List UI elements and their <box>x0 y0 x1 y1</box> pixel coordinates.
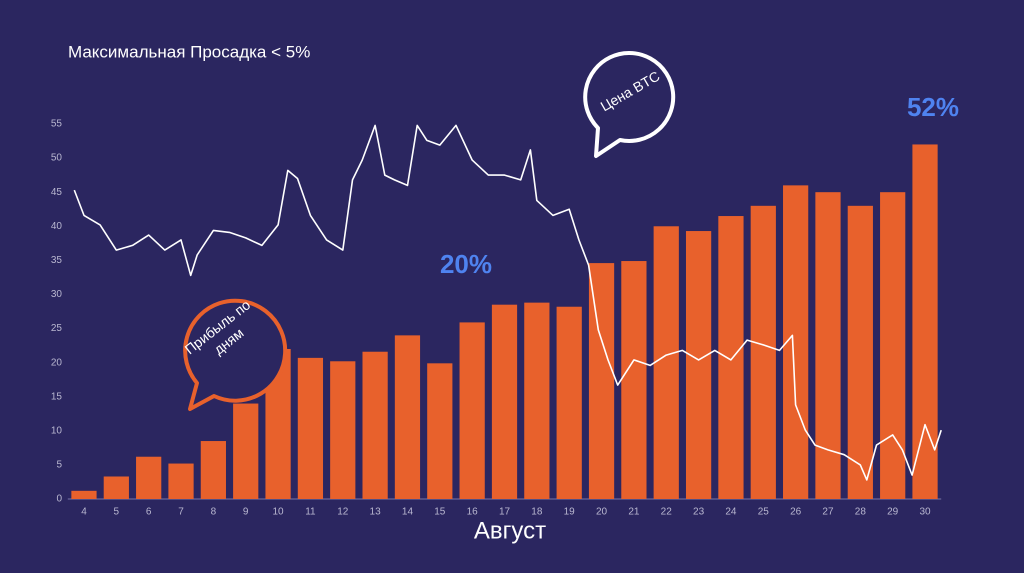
x-tick-label: 14 <box>402 507 414 518</box>
bar <box>394 335 421 499</box>
bar <box>750 205 776 499</box>
y-tick-label: 45 <box>51 187 63 198</box>
y-tick-label: 30 <box>51 289 63 300</box>
bar <box>491 304 518 499</box>
y-tick-label: 20 <box>51 357 63 368</box>
x-tick-label: 4 <box>81 507 87 518</box>
x-tick-label: 16 <box>467 507 479 518</box>
bar <box>880 192 906 499</box>
bar <box>685 231 712 499</box>
bar <box>912 144 938 500</box>
x-tick-label: 21 <box>628 507 640 518</box>
bar <box>168 463 194 499</box>
bar <box>297 357 324 499</box>
x-tick-label: 17 <box>499 507 511 518</box>
x-axis-label: Август <box>474 517 546 544</box>
annotation: 20% <box>440 249 492 279</box>
x-tick-label: 6 <box>146 507 152 518</box>
x-tick-label: 8 <box>211 507 217 518</box>
bar <box>362 351 388 499</box>
bar <box>427 363 453 499</box>
bar <box>847 205 873 499</box>
x-tick-label: 22 <box>661 507 673 518</box>
y-tick-label: 15 <box>51 391 63 402</box>
x-tick-label: 28 <box>855 507 867 518</box>
x-tick-label: 15 <box>434 507 446 518</box>
x-tick-label: 10 <box>273 507 285 518</box>
x-tick-label: 18 <box>531 507 543 518</box>
x-tick-label: 11 <box>305 507 316 518</box>
bar <box>718 216 744 499</box>
bar <box>524 302 550 499</box>
speech-bubble <box>183 298 288 411</box>
chart-title: Максимальная Просадка < 5% <box>68 42 310 61</box>
bar <box>588 263 615 499</box>
x-tick-label: 13 <box>370 507 382 518</box>
price-line <box>73 124 942 481</box>
bar <box>71 490 97 499</box>
x-tick-label: 27 <box>822 507 834 518</box>
x-tick-label: 19 <box>564 507 576 518</box>
x-tick-label: 5 <box>114 507 120 518</box>
x-tick-label: 24 <box>725 507 737 518</box>
bar <box>556 306 582 499</box>
bar <box>136 456 162 499</box>
x-tick-label: 20 <box>596 507 608 518</box>
bar <box>653 226 679 500</box>
annotation: 52% <box>907 92 959 122</box>
x-tick-label: 30 <box>919 507 931 518</box>
x-tick-label: 23 <box>693 507 705 518</box>
x-tick-label: 9 <box>243 507 249 518</box>
bar <box>103 476 129 499</box>
bar <box>233 403 259 499</box>
bar <box>621 261 647 499</box>
bar <box>815 192 841 499</box>
bar <box>459 322 485 499</box>
x-tick-label: 26 <box>790 507 802 518</box>
x-tick-label: 7 <box>178 507 184 518</box>
y-tick-label: 25 <box>51 323 63 334</box>
y-tick-label: 50 <box>51 153 63 164</box>
bar <box>200 441 226 499</box>
y-tick-label: 5 <box>56 460 62 471</box>
y-tick-label: 0 <box>56 494 62 505</box>
y-tick-label: 40 <box>51 221 63 232</box>
y-tick-label: 10 <box>51 425 63 436</box>
x-tick-label: 12 <box>337 507 349 518</box>
x-tick-label: 29 <box>887 507 899 518</box>
bar <box>330 361 356 499</box>
speech-bubble <box>583 50 676 158</box>
y-tick-label: 55 <box>51 119 63 130</box>
x-tick-label: 25 <box>758 507 770 518</box>
y-tick-label: 35 <box>51 255 63 266</box>
